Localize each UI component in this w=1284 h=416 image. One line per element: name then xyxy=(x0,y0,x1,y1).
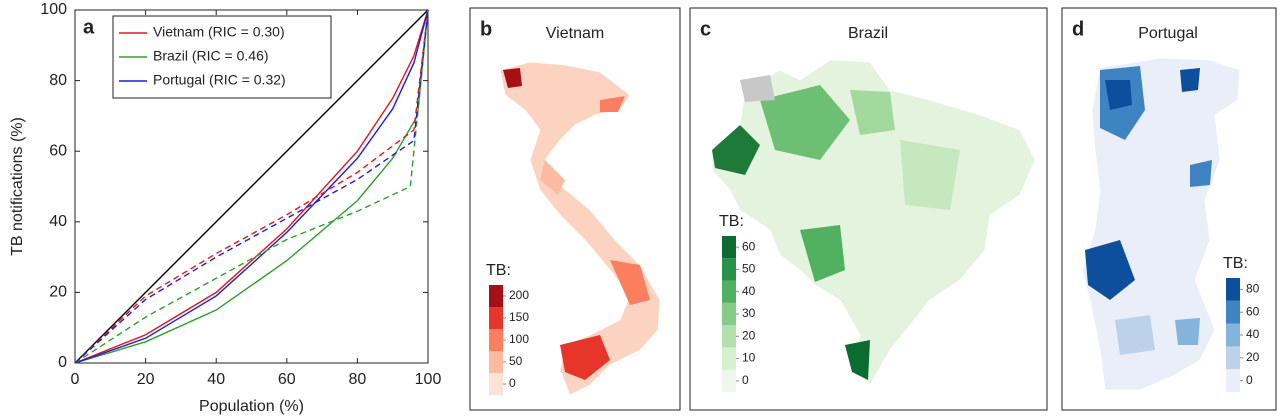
x-axis-label: Population (%) xyxy=(199,398,304,415)
map-title: Brazil xyxy=(848,25,888,42)
series-line xyxy=(74,9,429,364)
y-axis-label: TB notifications (%) xyxy=(9,117,26,256)
plot-frame xyxy=(74,9,429,364)
y-tick-label: 20 xyxy=(49,284,67,301)
colorbar-block xyxy=(1226,278,1240,301)
colorbar-tick-label: 10 xyxy=(742,351,756,365)
x-tick-label: 40 xyxy=(207,371,225,388)
colorbar-tick-label: 40 xyxy=(742,284,756,298)
x-tick-label: 0 xyxy=(71,371,80,388)
panel-letter: a xyxy=(83,16,95,38)
colorbar-tick-label: 100 xyxy=(509,332,529,346)
panel-frame xyxy=(689,7,1048,411)
series-line xyxy=(74,9,429,364)
colorbar-tick-label: 50 xyxy=(509,354,523,368)
colorbar-tick-label: 80 xyxy=(1246,282,1260,296)
series-line xyxy=(74,9,429,364)
y-tick-label: 0 xyxy=(58,354,67,371)
legend-label: Vietnam (RIC = 0.30) xyxy=(153,24,285,40)
series-line xyxy=(74,9,429,364)
colorbar-block xyxy=(1226,346,1240,370)
colorbar-label: TB: xyxy=(486,262,511,279)
colorbar-block xyxy=(722,302,736,326)
colorbar-label: TB: xyxy=(1223,255,1248,272)
brazil-map xyxy=(711,59,1036,386)
colorbar-block xyxy=(489,373,503,395)
colorbar-tick-label: 60 xyxy=(1246,304,1260,318)
colorbar-block xyxy=(489,351,503,373)
series-line xyxy=(74,9,429,364)
vietnam-map xyxy=(499,61,661,396)
y-tick-label: 80 xyxy=(49,72,67,89)
map-title: Vietnam xyxy=(546,25,604,42)
colorbar-block xyxy=(722,236,736,259)
colorbar-block xyxy=(489,329,503,351)
series-line xyxy=(74,9,429,364)
colorbar-tick-label: 50 xyxy=(742,262,756,276)
colorbar-block xyxy=(722,258,736,281)
colorbar-block xyxy=(489,307,503,329)
legend-label: Portugal (RIC = 0.32) xyxy=(153,72,286,88)
panel-frame xyxy=(469,7,681,411)
panel-frame xyxy=(1061,7,1277,411)
colorbar-tick-label: 60 xyxy=(742,239,756,253)
y-tick-label: 40 xyxy=(49,213,67,230)
legend-box xyxy=(112,15,332,99)
colorbar-block xyxy=(722,347,736,370)
y-tick-label: 100 xyxy=(40,1,67,18)
colorbar-tick-label: 20 xyxy=(742,328,756,342)
colorbar-block xyxy=(722,325,736,348)
colorbar-block xyxy=(489,285,503,307)
colorbar-block xyxy=(722,280,736,303)
series-line xyxy=(74,9,429,364)
colorbar-tick-label: 0 xyxy=(1246,373,1253,387)
colorbar-block xyxy=(1226,369,1240,392)
panel-letter: b xyxy=(480,18,492,40)
colorbar-tick-label: 20 xyxy=(1246,350,1260,364)
panel-letter: c xyxy=(700,18,711,40)
map-title: Portugal xyxy=(1138,25,1198,42)
legend-label: Brazil (RIC = 0.46) xyxy=(153,48,269,64)
colorbar-tick-label: 150 xyxy=(509,310,529,324)
colorbar-tick-label: 0 xyxy=(742,373,749,387)
x-tick-label: 60 xyxy=(278,371,296,388)
x-tick-label: 80 xyxy=(349,371,367,388)
colorbar-block xyxy=(1226,300,1240,324)
colorbar-tick-label: 40 xyxy=(1246,327,1260,341)
colorbar-block xyxy=(722,369,736,392)
colorbar-tick-label: 200 xyxy=(509,288,529,302)
colorbar-label: TB: xyxy=(719,213,744,230)
colorbar-tick-label: 30 xyxy=(742,306,756,320)
colorbar-block xyxy=(1226,323,1240,347)
y-tick-label: 60 xyxy=(49,142,67,159)
x-tick-label: 100 xyxy=(415,371,442,388)
panel-letter: d xyxy=(1072,18,1084,40)
portugal-map xyxy=(1081,57,1241,391)
x-tick-label: 20 xyxy=(137,371,155,388)
colorbar-tick-label: 0 xyxy=(509,376,516,390)
